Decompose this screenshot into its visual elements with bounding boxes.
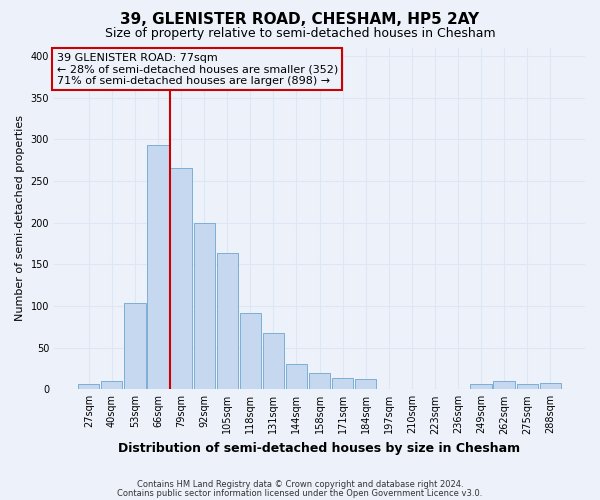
X-axis label: Distribution of semi-detached houses by size in Chesham: Distribution of semi-detached houses by …	[118, 442, 521, 455]
Text: Contains public sector information licensed under the Open Government Licence v3: Contains public sector information licen…	[118, 489, 482, 498]
Bar	[286, 364, 307, 390]
Bar	[309, 374, 330, 390]
Text: Size of property relative to semi-detached houses in Chesham: Size of property relative to semi-detach…	[104, 28, 496, 40]
Bar	[517, 384, 538, 390]
Bar	[78, 384, 100, 390]
Bar	[493, 381, 515, 390]
Text: 39, GLENISTER ROAD, CHESHAM, HP5 2AY: 39, GLENISTER ROAD, CHESHAM, HP5 2AY	[121, 12, 479, 28]
Bar	[101, 381, 122, 390]
Bar	[170, 168, 191, 390]
Bar	[239, 314, 261, 390]
Bar	[470, 384, 491, 390]
Bar	[194, 224, 215, 390]
Bar	[355, 380, 376, 390]
Y-axis label: Number of semi-detached properties: Number of semi-detached properties	[15, 116, 25, 322]
Text: 39 GLENISTER ROAD: 77sqm
← 28% of semi-detached houses are smaller (352)
71% of : 39 GLENISTER ROAD: 77sqm ← 28% of semi-d…	[56, 52, 338, 86]
Bar	[332, 378, 353, 390]
Bar	[217, 254, 238, 390]
Bar	[124, 304, 146, 390]
Text: Contains HM Land Registry data © Crown copyright and database right 2024.: Contains HM Land Registry data © Crown c…	[137, 480, 463, 489]
Bar	[148, 145, 169, 390]
Bar	[263, 334, 284, 390]
Bar	[539, 384, 561, 390]
